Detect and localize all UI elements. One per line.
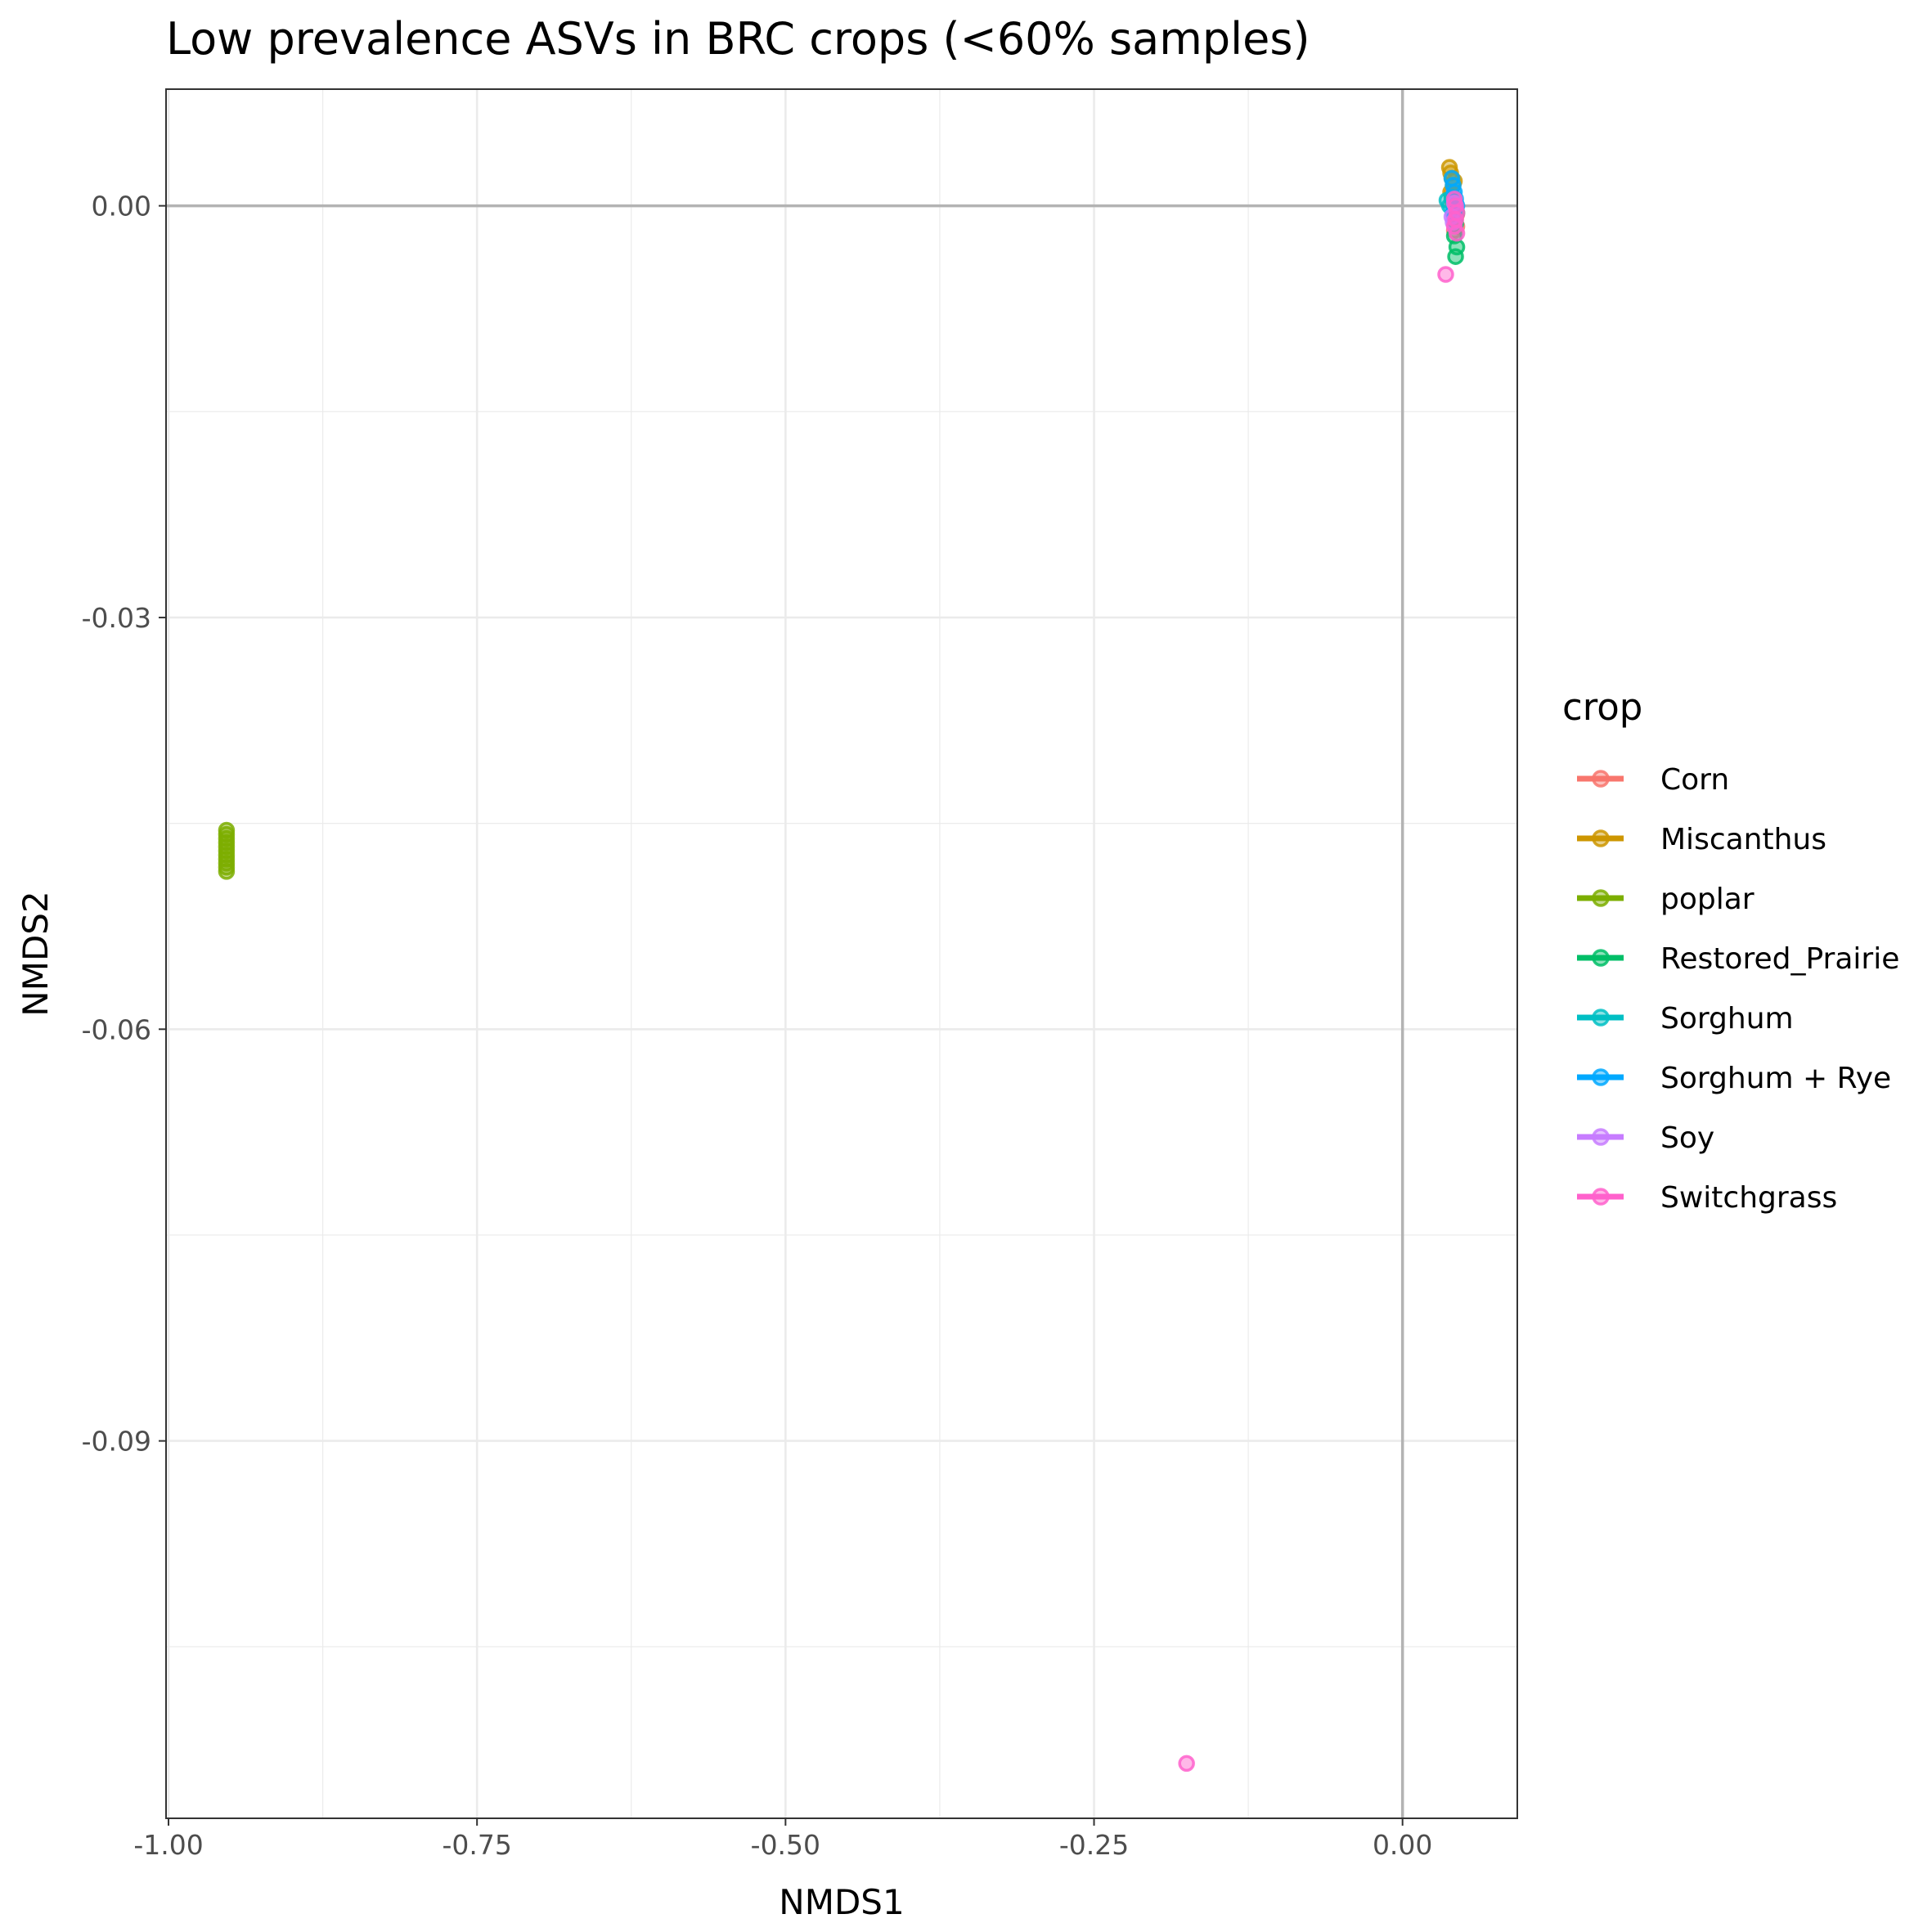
legend-key-point	[1592, 1068, 1610, 1086]
legend-item: Sorghum + Rye	[1577, 1062, 1891, 1095]
legend-label: Miscanthus	[1660, 823, 1826, 856]
legend-key-point	[1592, 1128, 1610, 1146]
legend-title: crop	[1562, 685, 1642, 729]
x-axis: -1.00 -0.75 -0.50 -0.25 0.00	[133, 1818, 1432, 1861]
legend-key-point	[1592, 949, 1610, 967]
data-point	[218, 863, 236, 880]
legend-label: Switchgrass	[1660, 1181, 1837, 1215]
legend-label: poplar	[1660, 883, 1755, 916]
data-point	[1448, 224, 1466, 242]
data-point	[1437, 266, 1454, 283]
reference-lines	[166, 89, 1517, 1818]
legend: crop Corn Miscanthus poplar Restored_Prairi…	[1562, 685, 1899, 1215]
x-tick-label: -0.25	[1059, 1829, 1129, 1861]
legend-item: Switchgrass	[1577, 1181, 1837, 1215]
legend-key-point	[1592, 1009, 1610, 1027]
plot-background	[166, 89, 1517, 1818]
legend-key-point	[1592, 889, 1610, 907]
legend-item: Miscanthus	[1577, 823, 1826, 856]
legend-item: Corn	[1577, 763, 1729, 797]
legend-key-point	[1592, 770, 1610, 788]
legend-key-point	[1592, 829, 1610, 847]
legend-label: Soy	[1660, 1121, 1714, 1155]
y-tick-label: -0.06	[82, 1013, 151, 1045]
y-tick-label: -0.09	[82, 1426, 151, 1458]
y-axis-title: NMDS2	[16, 891, 56, 1016]
y-axis: 0.00 -0.03 -0.06 -0.09	[82, 191, 166, 1458]
y-tick-label: 0.00	[92, 191, 151, 222]
legend-label: Sorghum	[1660, 1002, 1794, 1036]
y-tick-label: -0.03	[82, 602, 151, 634]
legend-item: Restored_Prairie	[1577, 942, 1899, 976]
series-switchgrass	[1178, 190, 1466, 1772]
legend-label: Sorghum + Rye	[1660, 1062, 1891, 1095]
legend-key-point	[1592, 1188, 1610, 1206]
data-points	[218, 159, 1466, 1772]
legend-item: Soy	[1577, 1121, 1714, 1155]
x-tick-label: -0.50	[751, 1829, 820, 1861]
plot-border	[165, 88, 1518, 1819]
x-tick-label: -0.75	[442, 1829, 511, 1861]
legend-label: Corn	[1660, 763, 1729, 797]
legend-item: poplar	[1577, 883, 1755, 916]
legend-item: Sorghum	[1577, 1002, 1794, 1036]
chart-title: Low prevalence ASVs in BRC crops (<60% s…	[166, 13, 1310, 65]
x-tick-label: 0.00	[1373, 1829, 1432, 1861]
legend-label: Restored_Prairie	[1660, 942, 1899, 976]
x-axis-title: NMDS1	[779, 1882, 904, 1922]
x-tick-label: -1.00	[133, 1829, 203, 1861]
series-poplar	[218, 821, 236, 880]
data-point	[1178, 1755, 1195, 1772]
